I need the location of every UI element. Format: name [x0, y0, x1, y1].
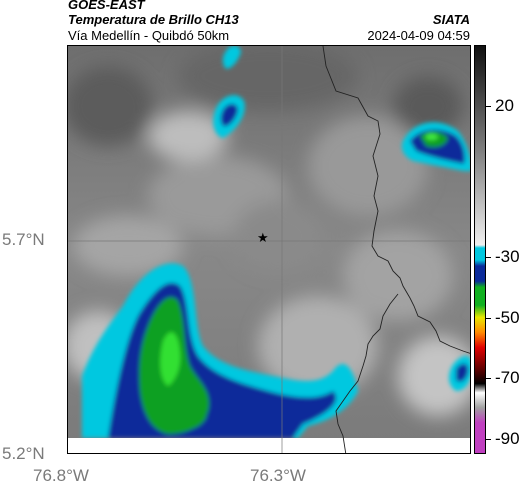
satellite-map[interactable]: ★ — [67, 45, 471, 454]
no-data-strip — [68, 438, 470, 453]
colorbar-label-20: 20 — [495, 96, 514, 115]
lat-label-5-7: 5.7°N — [2, 230, 45, 249]
dept-border-east — [322, 46, 470, 354]
colorbar-label-m30: -30 — [495, 247, 520, 266]
agency-label: SIATA — [432, 12, 470, 27]
map-canvas — [68, 46, 470, 453]
lon-label-76-3: 76.3°W — [250, 466, 306, 485]
colorbar-tick — [486, 439, 491, 440]
colorbar-tick — [486, 257, 491, 258]
cold-cloud-tops — [82, 46, 470, 438]
route-subtitle: Vía Medellín - Quibdó 50km — [68, 28, 230, 43]
lat-label-5-2: 5.2°N — [2, 444, 45, 463]
lon-label-76-8: 76.8°W — [33, 466, 89, 485]
colorbar-tick — [486, 106, 491, 107]
product-title: Temperatura de Brillo CH13 — [68, 12, 239, 27]
colorbar-tick — [486, 378, 491, 379]
dept-border-south — [335, 293, 399, 453]
timestamp-label: 2024-04-09 04:59 — [367, 28, 470, 43]
colorbar-label-m50: -50 — [495, 308, 520, 327]
colorbar-label-m90: -90 — [495, 429, 520, 448]
satellite-title: GOES-EAST — [68, 0, 145, 12]
temperature-colorbar — [474, 45, 486, 454]
star-marker-icon: ★ — [257, 230, 269, 245]
colorbar-tick — [486, 318, 491, 319]
colorbar-label-m70: -70 — [495, 368, 520, 387]
